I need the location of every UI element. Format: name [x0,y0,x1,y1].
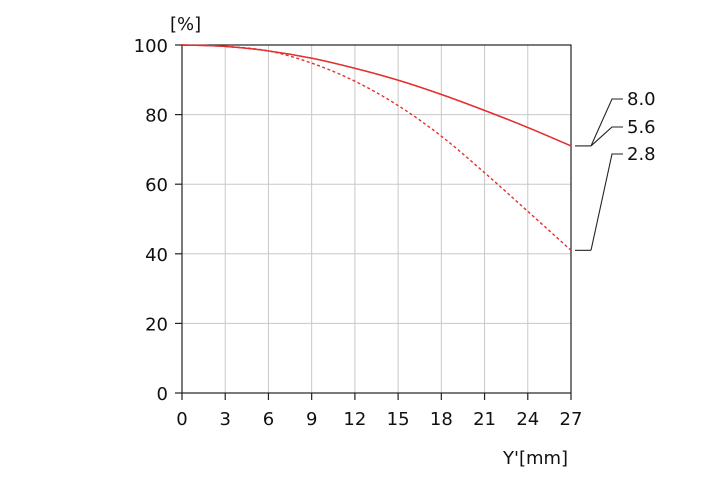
series-line-2-8 [181,44,572,251]
y-axis-label: [%] [170,14,201,35]
x-tick-label: 6 [263,409,274,430]
series-lines [181,44,572,251]
y-tick-label: 40 [145,245,168,266]
x-tick-label: 15 [387,409,410,430]
x-tick-label: 18 [430,409,453,430]
legend: 8.0 5.6 2.8 [575,89,656,251]
x-tick-label: 9 [306,409,317,430]
y-tick-label: 100 [134,36,168,57]
y-tick-label: 60 [145,175,168,196]
x-tick-label: 24 [516,409,539,430]
legend-label-5-6: 5.6 [627,117,656,138]
legend-leader-line [590,98,623,147]
series-line-5-6 [181,44,572,147]
y-tick-label: 20 [145,314,168,335]
legend-label-2-8: 2.8 [627,144,656,165]
grid-lines [182,45,571,393]
x-tick-label: 12 [343,409,366,430]
x-tick-label: 27 [560,409,583,430]
axis-ticks: 0 3 6 9 12 15 18 21 24 27 0 20 40 60 80 100 [134,36,583,430]
series-line-8-0 [181,44,572,147]
x-tick-label: 0 [176,409,187,430]
legend-leader-line [590,153,623,251]
y-tick-label: 80 [145,106,168,127]
y-tick-label: 0 [157,384,168,405]
plot-frame [181,44,572,394]
legend-label-8-0: 8.0 [627,89,656,110]
x-axis-label: Y'[mm] [502,448,568,469]
x-tick-label: 3 [219,409,230,430]
legend-leader-line [590,126,623,147]
x-tick-label: 21 [473,409,496,430]
